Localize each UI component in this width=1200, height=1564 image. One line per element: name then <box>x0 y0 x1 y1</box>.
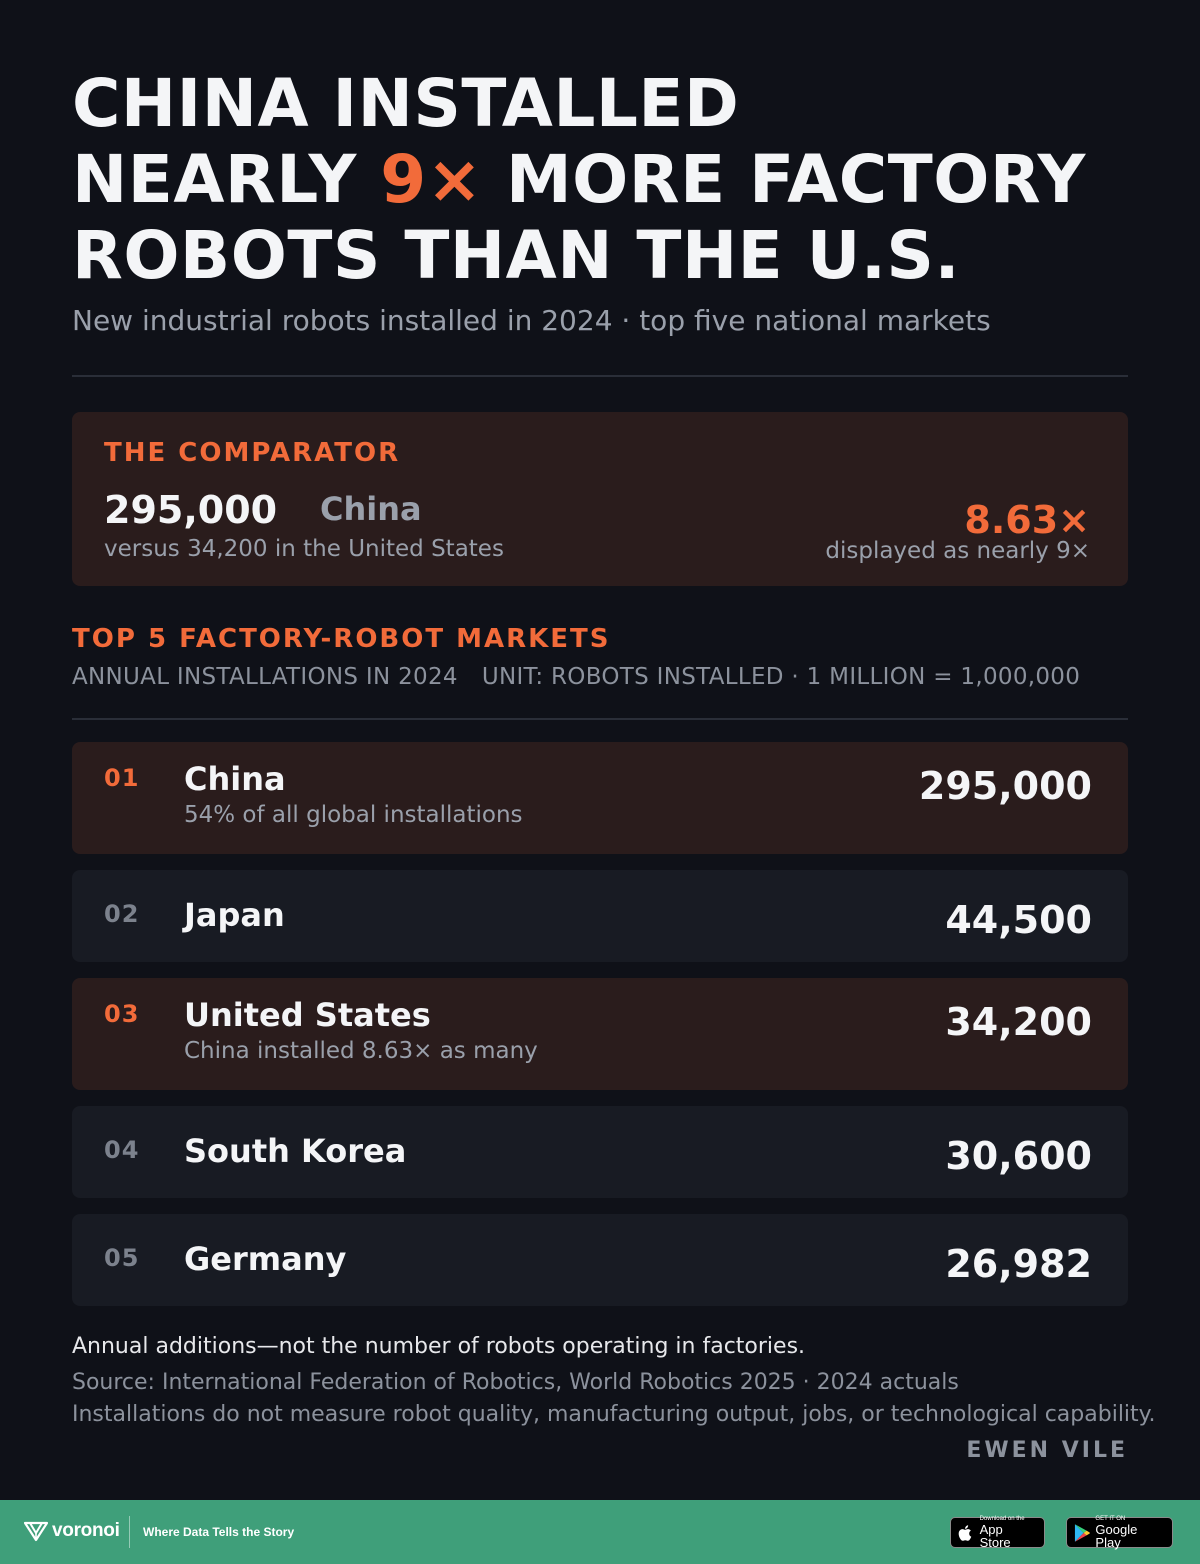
row-rank: 03 <box>104 1000 140 1028</box>
app-store-button[interactable]: Download on the App Store <box>950 1516 1045 1550</box>
section-meta: ANNUAL INSTALLATIONS IN 2024 UNIT: ROBOTS… <box>72 664 1080 690</box>
brand-footer: voronoi Where Data Tells the Story Downl… <box>0 1500 1200 1564</box>
row-country: United States <box>184 996 431 1034</box>
headline-line-1: CHINA INSTALLED <box>72 65 740 142</box>
subtitle: New industrial robots installed in 2024 … <box>72 304 991 337</box>
meta-period: ANNUAL INSTALLATIONS IN 2024 <box>72 664 458 690</box>
headline-accent: 9× <box>380 141 483 218</box>
apple-icon <box>958 1524 972 1541</box>
google-play-small-label: GET IT ON <box>1095 1516 1126 1522</box>
footnote: Annual additions—not the number of robot… <box>72 1334 806 1359</box>
row-rank: 05 <box>104 1244 140 1272</box>
row-value: 44,500 <box>945 898 1092 942</box>
row-country: Germany <box>184 1240 347 1278</box>
table-row: 04 South Korea 30,600 <box>72 1106 1128 1198</box>
row-value: 26,982 <box>945 1242 1092 1286</box>
google-play-label: Google Play <box>1095 1522 1138 1550</box>
row-country: China <box>184 760 286 798</box>
headline-line-2-post: MORE FACTORY <box>482 141 1086 218</box>
row-value: 34,200 <box>945 1000 1092 1044</box>
headline-line-2-pre: NEARLY <box>72 141 381 218</box>
table-row: 03 United States China installed 8.63× as … <box>72 978 1128 1090</box>
row-country: Japan <box>184 896 285 934</box>
app-store-label: App Store <box>979 1522 1011 1550</box>
caveat-note: Installations do not measure robot quali… <box>72 1402 1156 1427</box>
row-rank: 01 <box>104 764 140 792</box>
row-value: 295,000 <box>918 764 1092 808</box>
row-rank: 02 <box>104 900 140 928</box>
row-note: China installed 8.63× as many <box>184 1038 538 1064</box>
voronoi-logo-icon <box>24 1521 48 1542</box>
headline-line-3: ROBOTS THAN THE U.S. <box>72 217 961 294</box>
comparator-ratio-note: displayed as nearly 9× <box>825 538 1090 564</box>
brand-divider <box>129 1516 130 1548</box>
source-note: Source: International Federation of Robo… <box>72 1370 959 1395</box>
row-country: South Korea <box>184 1132 407 1170</box>
google-play-icon <box>1074 1523 1090 1542</box>
table-row: 02 Japan 44,500 <box>72 870 1128 962</box>
comparator-card: THE COMPARATOR 295,000 China versus 34,2… <box>72 412 1128 586</box>
comparator-value: 295,000 <box>104 488 278 532</box>
author-credit: EWEN VILE <box>966 1438 1128 1463</box>
google-play-button[interactable]: GET IT ON Google Play <box>1066 1516 1173 1550</box>
comparator-note: versus 34,200 in the United States <box>104 536 504 562</box>
table-row: 01 China 54% of all global installations 29… <box>72 742 1128 854</box>
brand-tagline: Where Data Tells the Story <box>143 1525 295 1539</box>
table-row: 05 Germany 26,982 <box>72 1214 1128 1306</box>
meta-unit: UNIT: ROBOTS INSTALLED · 1 MILLION = 1,0… <box>481 664 1081 690</box>
row-rank: 04 <box>104 1136 140 1164</box>
row-value: 30,600 <box>945 1134 1092 1178</box>
headline: CHINA INSTALLED NEARLY 9× MORE FACTORY R… <box>72 66 1152 294</box>
comparator-country: China <box>320 490 422 528</box>
section-title: TOP 5 FACTORY-ROBOT MARKETS <box>72 624 611 654</box>
row-note: 54% of all global installations <box>184 802 523 828</box>
brand-name: voronoi <box>52 1520 120 1541</box>
app-store-small-label: Download on the <box>979 1516 1025 1522</box>
comparator-ratio: 8.63× <box>964 498 1090 542</box>
comparator-kicker: THE COMPARATOR <box>104 438 401 468</box>
divider <box>72 718 1128 720</box>
divider <box>72 375 1128 377</box>
brand-logo[interactable]: voronoi <box>24 1520 120 1542</box>
